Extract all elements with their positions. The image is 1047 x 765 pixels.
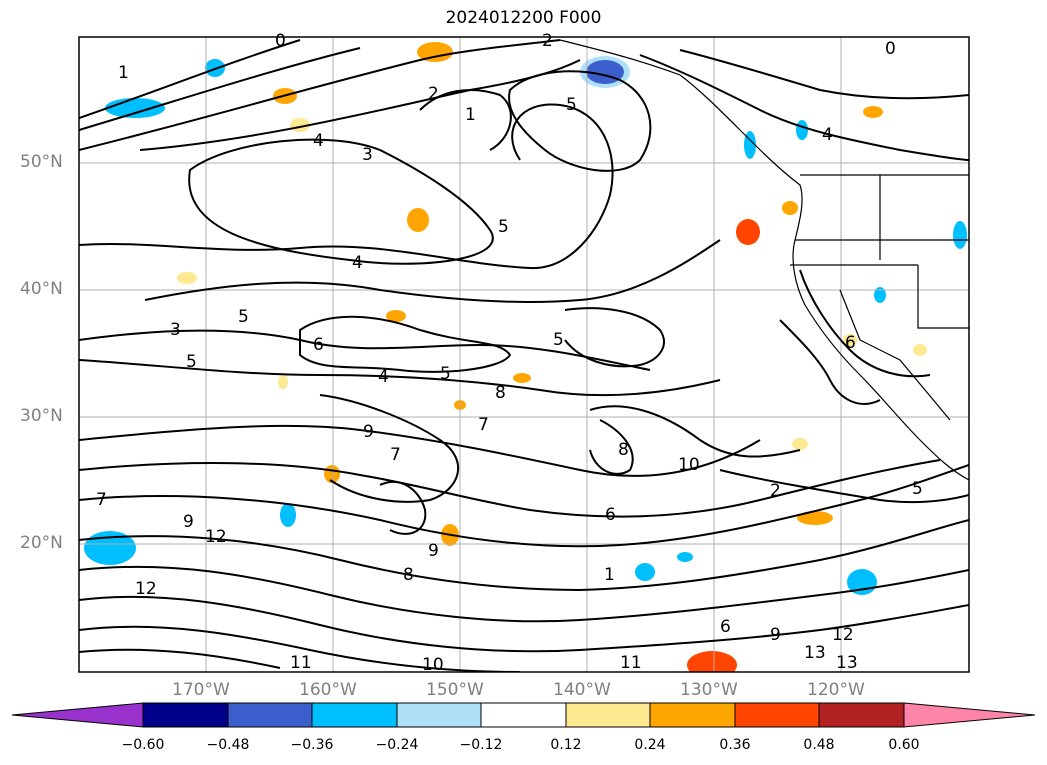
colorbar-tick: 0.24: [634, 737, 666, 753]
contour-label: 2: [770, 481, 781, 501]
contour-label-layer: 0 0 2 2 2 1 1 1 4 4 4 4 3 3 5 5 5 5 5 5 …: [96, 31, 923, 675]
contour-label: 4: [822, 125, 833, 145]
colorbar-tick: −0.24: [375, 737, 419, 753]
contour-label: 13: [804, 643, 826, 663]
contour-label: 5: [553, 330, 564, 350]
contour-label: 4: [352, 253, 363, 273]
contour-label: 5: [566, 95, 577, 115]
contour-label: 6: [313, 335, 324, 355]
colorbar-tick: −0.12: [459, 737, 503, 753]
lon-label-170w: 170°W: [172, 680, 230, 700]
contour-label: 5: [498, 217, 509, 237]
plot-frame: [78, 36, 970, 673]
contour-label: 7: [478, 415, 489, 435]
contour-label: 5: [186, 352, 197, 372]
contour-label: 10: [422, 655, 444, 675]
lon-label-130w: 130°W: [680, 680, 738, 700]
shaded-patches: [84, 42, 967, 672]
contour-label: 5: [912, 479, 923, 499]
contour-label: 0: [275, 31, 286, 51]
contour-label: 13: [836, 653, 858, 673]
contour-label: 1: [604, 565, 615, 585]
contour-label: 10: [678, 455, 700, 475]
plot-area: [79, 37, 969, 672]
colorbar-tick: −0.60: [121, 737, 165, 753]
map-title: 2024012200 F000: [445, 8, 602, 28]
contour-label: 9: [428, 541, 439, 561]
contour-label: 2: [542, 31, 553, 51]
contour-label: 9: [363, 422, 374, 442]
contour-label: 12: [135, 579, 157, 599]
lon-label-150w: 150°W: [426, 680, 484, 700]
contour-label: 4: [313, 131, 324, 151]
graticule: [79, 37, 969, 672]
contour-label: 1: [118, 63, 129, 83]
lon-label-160w: 160°W: [299, 680, 357, 700]
colorbar-tick: 0.36: [719, 737, 751, 753]
contour-label: 8: [618, 440, 629, 460]
contour-label: 9: [183, 512, 194, 532]
contour-label: 3: [170, 320, 181, 340]
contour-label: 12: [832, 625, 854, 645]
lat-label-30n: 30°N: [20, 406, 63, 426]
contour-label: 8: [403, 565, 414, 585]
contour-label: 5: [440, 364, 451, 384]
colorbar-tick: 0.12: [550, 737, 582, 753]
contour-lines: [79, 39, 969, 672]
contour-label: 7: [390, 445, 401, 465]
lon-label-120w: 120°W: [807, 680, 865, 700]
colorbar-tick: 0.48: [803, 737, 835, 753]
contour-label: 12: [205, 527, 227, 547]
colorbar-tick: −0.36: [290, 737, 334, 753]
colorbar-tick: 0.60: [888, 737, 920, 753]
contour-label: 3: [362, 145, 373, 165]
contour-label: 9: [770, 625, 781, 645]
contour-label: 5: [238, 307, 249, 327]
lon-label-140w: 140°W: [553, 680, 611, 700]
contour-label: 7: [96, 490, 107, 510]
contour-label: 4: [378, 367, 389, 387]
lat-label-20n: 20°N: [20, 533, 63, 553]
coastline: [559, 39, 969, 481]
contour-label: 11: [290, 653, 312, 673]
lat-label-40n: 40°N: [20, 279, 63, 299]
contour-label: 11: [620, 653, 642, 673]
colorbar-tick: −0.48: [206, 737, 250, 753]
contour-label: 8: [495, 383, 506, 403]
lat-label-50n: 50°N: [20, 152, 63, 172]
contour-label: 2: [428, 84, 439, 104]
colorbar: [11, 702, 1036, 728]
contour-label: 6: [720, 617, 731, 637]
contour-label: 6: [605, 505, 616, 525]
contour-label: 1: [465, 105, 476, 125]
contour-label: 0: [885, 39, 896, 59]
contour-label: 6: [845, 333, 856, 353]
